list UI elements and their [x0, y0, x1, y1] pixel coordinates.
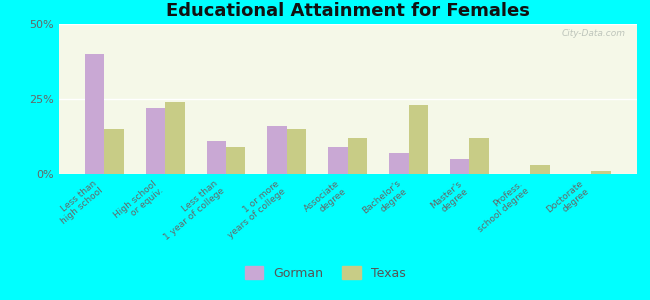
Bar: [267, 126, 287, 174]
Bar: [348, 138, 367, 174]
Bar: [287, 129, 306, 174]
Bar: [389, 153, 409, 174]
Bar: [530, 165, 550, 174]
Bar: [226, 147, 246, 174]
Bar: [84, 54, 104, 174]
Bar: [104, 129, 124, 174]
Bar: [469, 138, 489, 174]
Bar: [165, 102, 185, 174]
Bar: [146, 108, 165, 174]
Bar: [592, 171, 611, 174]
Legend: Gorman, Texas: Gorman, Texas: [239, 261, 411, 285]
Bar: [207, 141, 226, 174]
Title: Educational Attainment for Females: Educational Attainment for Females: [166, 2, 530, 20]
Bar: [450, 159, 469, 174]
Bar: [409, 105, 428, 174]
Bar: [328, 147, 348, 174]
Text: City-Data.com: City-Data.com: [562, 28, 625, 38]
